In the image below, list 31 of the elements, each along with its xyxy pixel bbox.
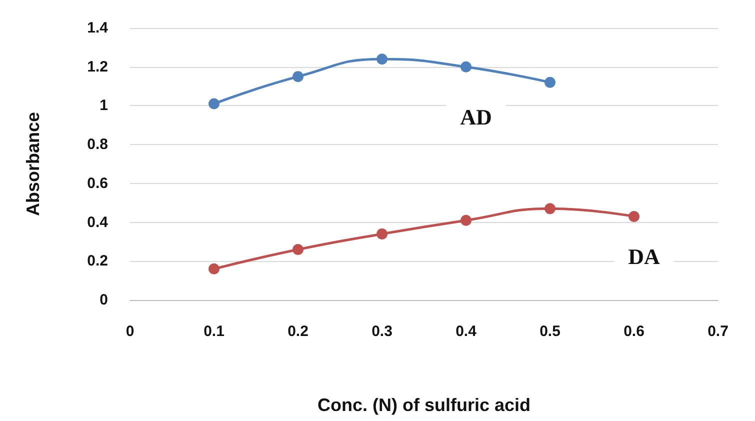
x-tick-label: 0.7 — [708, 323, 728, 340]
point — [544, 203, 556, 214]
x-tick-label: 0.1 — [204, 323, 224, 340]
point — [376, 228, 388, 240]
y-tick-label: 1.2 — [87, 58, 108, 76]
point — [292, 244, 304, 255]
series-label: DA — [628, 244, 660, 269]
y-tick-label: 0 — [100, 292, 108, 308]
point — [292, 71, 304, 82]
x-tick-label: 0.3 — [372, 323, 392, 340]
y-tick-label: 0.8 — [87, 136, 108, 154]
point — [208, 98, 220, 110]
y-axis-title: Absorbance — [23, 112, 43, 216]
point — [460, 214, 472, 226]
point — [376, 54, 388, 65]
y-tick-label: 0.2 — [87, 252, 108, 270]
y-tick-label: 0.6 — [87, 174, 108, 192]
y-tick-label: 1 — [100, 97, 108, 114]
point — [544, 76, 556, 88]
x-tick-label: 0 — [126, 323, 134, 340]
series-label: AD — [460, 104, 492, 130]
x-tick-label: 0.6 — [624, 323, 644, 340]
x-tick-label: 0.4 — [456, 323, 478, 340]
y-tick-label: 1.4 — [87, 20, 109, 36]
x-axis-title: Conc. (N) of sulfuric acid — [317, 395, 531, 415]
y-tick-label: 0.4 — [87, 214, 109, 231]
point — [628, 210, 640, 222]
x-tick-label: 0.5 — [540, 323, 560, 340]
point — [208, 263, 220, 274]
point — [460, 61, 472, 72]
x-tick-label: 0.2 — [288, 323, 308, 340]
